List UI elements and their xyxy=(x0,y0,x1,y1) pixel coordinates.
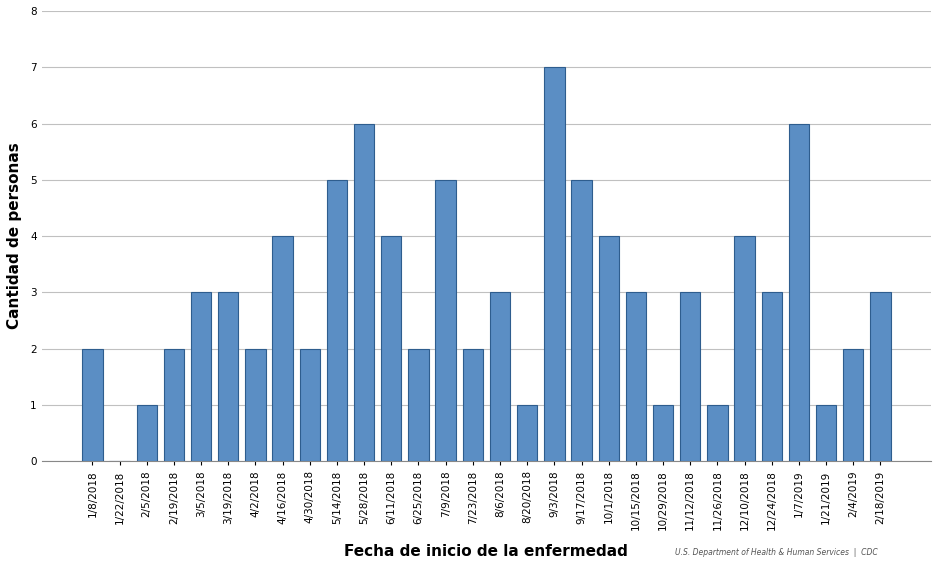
Bar xyxy=(653,405,673,461)
Y-axis label: Cantidad de personas: Cantidad de personas xyxy=(7,143,22,329)
Bar xyxy=(218,293,238,461)
Bar xyxy=(490,293,510,461)
Bar xyxy=(408,349,429,461)
Bar xyxy=(626,293,646,461)
X-axis label: Fecha de inicio de la enfermedad: Fecha de inicio de la enfermedad xyxy=(344,544,628,559)
Bar xyxy=(137,405,157,461)
Bar xyxy=(707,405,728,461)
Bar xyxy=(571,180,592,461)
Bar xyxy=(870,293,891,461)
Bar xyxy=(843,349,864,461)
Bar xyxy=(164,349,184,461)
Bar xyxy=(734,236,755,461)
Bar xyxy=(816,405,837,461)
Bar xyxy=(517,405,537,461)
Bar xyxy=(789,123,809,461)
Bar xyxy=(544,67,565,461)
Bar xyxy=(272,236,293,461)
Bar xyxy=(83,349,102,461)
Bar xyxy=(245,349,265,461)
Bar xyxy=(762,293,782,461)
Bar xyxy=(326,180,347,461)
Bar xyxy=(191,293,211,461)
Bar xyxy=(598,236,619,461)
Bar xyxy=(354,123,374,461)
Bar xyxy=(435,180,456,461)
Bar xyxy=(680,293,701,461)
Bar xyxy=(381,236,401,461)
Bar xyxy=(462,349,483,461)
Text: U.S. Department of Health & Human Services  |  CDC: U.S. Department of Health & Human Servic… xyxy=(675,548,878,557)
Bar xyxy=(299,349,320,461)
